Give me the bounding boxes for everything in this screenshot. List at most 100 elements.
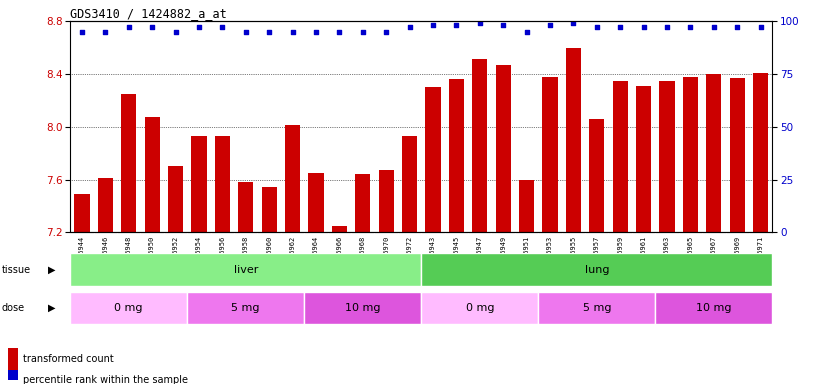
Point [707, 24, 720, 30]
Point [75, 29, 88, 35]
Point [169, 29, 183, 35]
Bar [425, 87, 440, 232]
Bar [613, 81, 628, 232]
Text: GSM326970: GSM326970 [383, 236, 389, 274]
Text: GSM326947: GSM326947 [477, 236, 482, 274]
Bar [308, 173, 324, 232]
Text: GSM326952: GSM326952 [173, 236, 178, 274]
Text: GSM326956: GSM326956 [220, 236, 225, 274]
Bar [539, 292, 655, 324]
Bar [168, 166, 183, 232]
Bar [729, 78, 745, 232]
Text: lung: lung [585, 265, 609, 275]
Bar [706, 74, 721, 232]
Text: GSM326966: GSM326966 [336, 236, 342, 274]
Text: 10 mg: 10 mg [345, 303, 381, 313]
Point [356, 29, 369, 35]
Bar [70, 292, 188, 324]
Point [449, 22, 463, 28]
Point [286, 29, 299, 35]
Text: liver: liver [234, 265, 258, 275]
Text: 5 mg: 5 mg [231, 303, 260, 313]
Bar [285, 126, 300, 232]
Bar [421, 292, 539, 324]
Bar [659, 81, 675, 232]
Point [496, 22, 510, 28]
Bar [74, 194, 89, 232]
Bar [753, 73, 768, 232]
Bar [683, 76, 698, 232]
Bar [636, 86, 651, 232]
Text: GSM326946: GSM326946 [102, 236, 108, 274]
Bar [472, 60, 487, 232]
Point [591, 24, 604, 30]
Bar [97, 178, 113, 232]
Text: GSM326951: GSM326951 [524, 236, 529, 274]
Text: GDS3410 / 1424882_a_at: GDS3410 / 1424882_a_at [70, 7, 227, 20]
Text: GSM326965: GSM326965 [687, 236, 693, 274]
Bar [332, 226, 347, 232]
Text: 0 mg: 0 mg [466, 303, 494, 313]
Point [426, 22, 439, 28]
Point [614, 24, 627, 30]
Text: GSM326949: GSM326949 [501, 236, 506, 274]
Point [99, 29, 112, 35]
Text: ▶: ▶ [48, 303, 55, 313]
Bar [519, 180, 534, 232]
Text: ▶: ▶ [48, 265, 55, 275]
Bar [215, 136, 230, 232]
Point [192, 24, 206, 30]
Bar [8, 349, 18, 369]
Point [380, 29, 393, 35]
Text: GSM326950: GSM326950 [150, 236, 155, 274]
Point [145, 24, 159, 30]
Point [544, 22, 557, 28]
Text: percentile rank within the sample: percentile rank within the sample [23, 375, 188, 384]
Text: 5 mg: 5 mg [582, 303, 611, 313]
Text: GSM326944: GSM326944 [79, 236, 85, 274]
Bar [421, 253, 772, 286]
Bar [402, 136, 417, 232]
Text: GSM326955: GSM326955 [571, 236, 577, 274]
Point [263, 29, 276, 35]
Point [403, 24, 416, 30]
Bar [304, 292, 421, 324]
Point [684, 24, 697, 30]
Text: GSM326960: GSM326960 [266, 236, 272, 274]
Text: dose: dose [2, 303, 25, 313]
Text: GSM326968: GSM326968 [360, 236, 366, 274]
Bar [566, 48, 581, 232]
Text: GSM326962: GSM326962 [290, 236, 296, 274]
Text: transformed count: transformed count [23, 354, 114, 364]
Text: GSM326972: GSM326972 [406, 236, 412, 274]
Point [122, 24, 135, 30]
Text: GSM326958: GSM326958 [243, 236, 249, 274]
Bar [238, 182, 254, 232]
Point [660, 24, 673, 30]
Text: GSM326961: GSM326961 [641, 236, 647, 274]
Bar [145, 118, 159, 232]
Bar [355, 174, 370, 232]
Text: GSM326953: GSM326953 [547, 236, 553, 274]
Text: tissue: tissue [2, 265, 31, 275]
Bar [378, 170, 394, 232]
Text: GSM326959: GSM326959 [617, 236, 623, 274]
Point [473, 20, 487, 26]
Bar [8, 369, 18, 384]
Point [730, 24, 743, 30]
Text: GSM326971: GSM326971 [757, 236, 763, 274]
Bar [262, 187, 277, 232]
Text: 10 mg: 10 mg [696, 303, 732, 313]
Bar [496, 65, 510, 232]
Point [216, 24, 229, 30]
Text: GSM326943: GSM326943 [430, 236, 436, 274]
Bar [589, 119, 605, 232]
Bar [543, 76, 558, 232]
Text: GSM326954: GSM326954 [196, 236, 202, 274]
Text: GSM326967: GSM326967 [711, 236, 717, 274]
Text: GSM326957: GSM326957 [594, 236, 600, 274]
Bar [188, 292, 304, 324]
Point [310, 29, 323, 35]
Text: GSM326948: GSM326948 [126, 236, 131, 274]
Text: GSM326963: GSM326963 [664, 236, 670, 274]
